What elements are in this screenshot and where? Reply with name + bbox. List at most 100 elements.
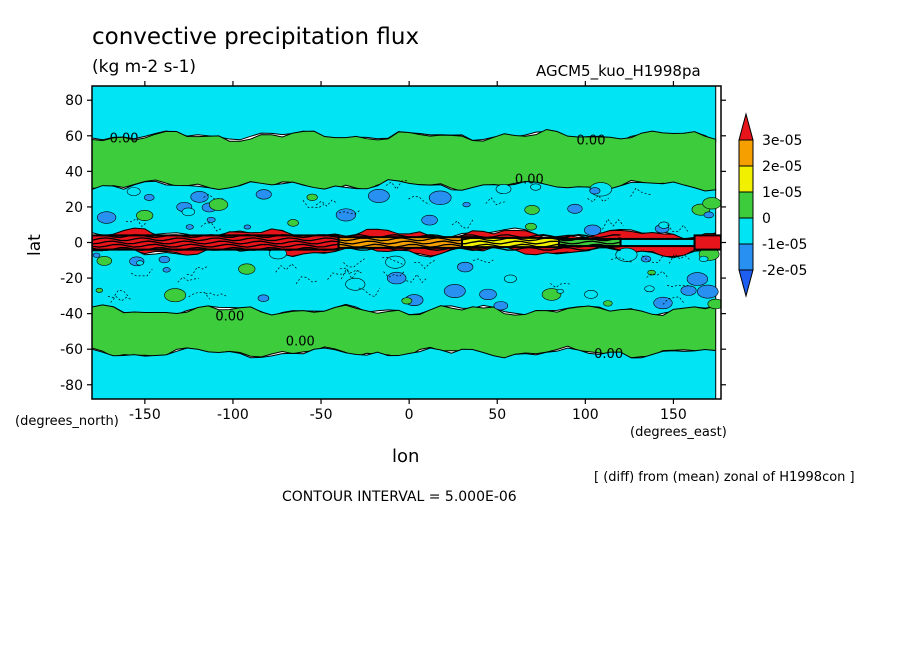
contour-blob: [385, 255, 406, 269]
colorbar-segment: [738, 165, 754, 193]
y-tick-label: 60: [65, 129, 83, 145]
equatorial-band-5: [693, 234, 721, 251]
negative-contour: [188, 291, 211, 300]
axes: 80 60 40 20 0 -20 -40 -60 -80 -150 -100 -50 0 50 100 15…: [60, 81, 726, 423]
y-tick-label: -40: [60, 307, 83, 323]
y-tick-label: -80: [60, 378, 83, 394]
contour-label: 0.00: [594, 347, 623, 362]
colorbar-label: -1e-05: [762, 237, 807, 253]
negative-contour: [587, 194, 609, 203]
contour-label: 0.00: [515, 172, 544, 187]
contour-blob: [257, 294, 270, 302]
contour-blob: [703, 211, 714, 219]
contour-blob: [136, 210, 154, 221]
model-name: AGCM5_kuo_H1998pa: [536, 62, 701, 80]
contour-blob: [367, 189, 390, 203]
colorbar: 3e-05 2e-05 1e-05 0 -1e-05 -2e-05: [738, 112, 807, 298]
contour-blob: [603, 300, 613, 307]
x-axis-label: lon: [392, 446, 420, 467]
negative-contour: [662, 296, 685, 305]
contour-blob: [255, 189, 272, 200]
negative-contour: [414, 259, 436, 269]
contour-blob: [644, 285, 655, 293]
negative-contour: [200, 222, 223, 232]
colorbar-label: 2e-05: [762, 159, 802, 175]
contour-blob: [556, 288, 564, 294]
contour-blob: [493, 301, 509, 311]
negative-contour: [385, 180, 408, 190]
x-axis-units: (degrees_east): [630, 425, 727, 440]
contour-label: 0.00: [110, 132, 139, 147]
y-tick-label: -20: [60, 271, 83, 287]
chart-units: (kg m-2 s-1): [92, 57, 197, 77]
negative-contour: [302, 200, 325, 208]
contour-blob: [287, 219, 299, 227]
contour-blob: [95, 287, 103, 293]
colorbar-segment: [738, 191, 754, 219]
x-tick-label: 150: [660, 407, 687, 423]
contour-blob: [421, 214, 438, 226]
negative-contour: [383, 270, 405, 278]
negative-contour: [203, 194, 225, 200]
contour-blob: [144, 194, 155, 201]
y-tick-label: -60: [60, 342, 83, 358]
contour-blob: [525, 222, 537, 231]
contour-blob: [530, 183, 542, 191]
negative-contour: [295, 276, 318, 285]
equatorial-contour: [92, 237, 621, 242]
contour-interval: CONTOUR INTERVAL = 5.000E-06: [282, 489, 517, 505]
contour-blob: [583, 224, 602, 236]
colorbar-segment: [738, 243, 754, 271]
contour-blob: [92, 252, 101, 258]
y-tick-label: 80: [65, 93, 83, 109]
equatorial-contour: [92, 240, 621, 245]
contour-blob: [208, 198, 229, 211]
contour-label: 0.00: [577, 133, 606, 148]
contour-label: 0.00: [215, 309, 244, 324]
contour-blob: [524, 205, 540, 215]
contour-blob: [696, 284, 719, 299]
contour-blob: [126, 187, 141, 196]
contour-blob: [541, 288, 562, 301]
colorbar-label: -2e-05: [762, 263, 807, 279]
x-tick-label: -150: [129, 407, 161, 423]
negative-contour: [358, 287, 381, 298]
contour-blob: [96, 211, 117, 224]
negative-contour: [177, 276, 199, 283]
colorbar-top-arrow: [738, 112, 754, 141]
contour-blob: [162, 267, 171, 273]
contour-blob: [503, 274, 517, 283]
contour-blob: [206, 217, 216, 223]
negative-contour: [630, 187, 652, 197]
contour-blob: [181, 207, 195, 217]
x-tick-label: 50: [488, 407, 506, 423]
contour-blob: [479, 288, 497, 301]
contour-blob: [680, 285, 697, 296]
plot-area: 0.00 0.00 0.00 0.00 0.00 0.00: [92, 86, 721, 399]
difference-note: [ (diff) from (mean) zonal of H1998con ]: [594, 470, 855, 485]
colorbar-label: 0: [762, 211, 771, 227]
contour-blob: [589, 187, 601, 195]
contour-label: 0.00: [286, 334, 315, 349]
contour-blob: [584, 290, 598, 299]
negative-contour: [315, 199, 338, 207]
x-tick-label: -100: [217, 407, 249, 423]
contour-blob: [698, 255, 709, 263]
colorbar-segment: [738, 217, 754, 245]
negative-contour: [327, 270, 349, 280]
contour-blob: [707, 298, 721, 310]
negative-contour: [408, 196, 430, 205]
y-tick-label: 20: [65, 200, 83, 216]
contour-blob: [653, 296, 673, 310]
contour-blob: [190, 191, 209, 203]
colorbar-bottom-arrow: [738, 269, 754, 298]
contour-blob: [702, 197, 721, 210]
contour-blob: [567, 203, 583, 214]
contour-blob: [335, 208, 357, 222]
contour-blob: [457, 261, 474, 273]
chart-title: convective precipitation flux: [92, 24, 420, 50]
contour-blob: [158, 255, 170, 264]
y-tick-label: 0: [74, 236, 83, 252]
contour-blob: [443, 284, 466, 298]
